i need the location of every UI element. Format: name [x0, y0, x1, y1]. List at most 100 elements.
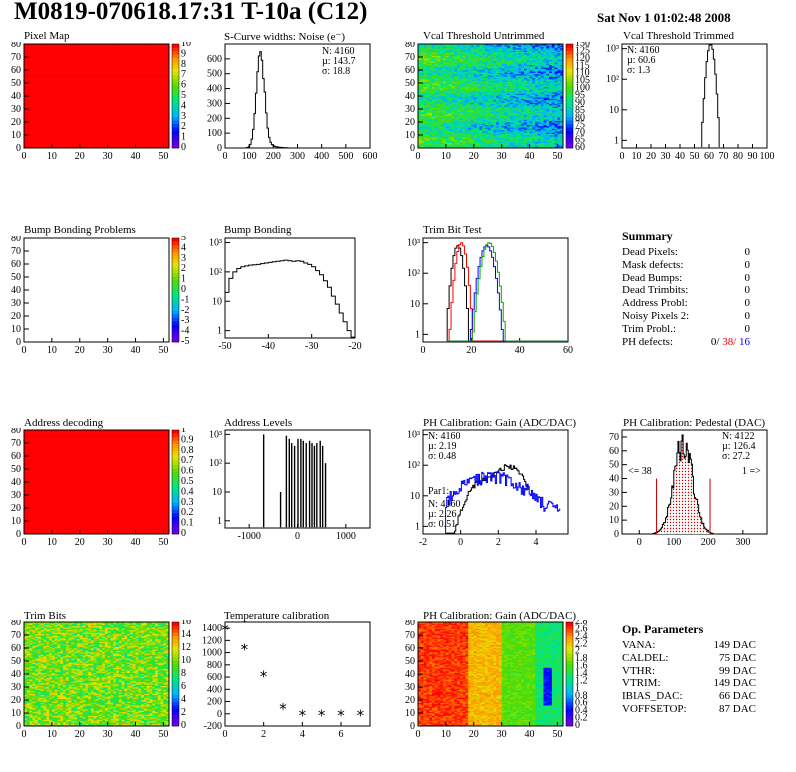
heatmap-cell — [143, 127, 147, 129]
heatmap-cell — [418, 145, 422, 147]
heatmap-cell — [29, 138, 33, 141]
heatmap-cell — [49, 102, 53, 105]
heatmap-cell — [88, 58, 92, 60]
heatmap-cell — [549, 146, 553, 149]
heatmap-cell — [420, 133, 424, 136]
heatmap-cell — [440, 132, 444, 134]
x-tick-label: 40 — [131, 151, 141, 162]
heatmap-cell — [63, 101, 67, 103]
heatmap-cell — [82, 81, 86, 84]
heatmap-cell — [163, 145, 167, 147]
heatmap-cell — [90, 89, 95, 92]
heatmap-cell — [529, 141, 533, 144]
heatmap-cell — [121, 131, 125, 133]
heatmap-cell — [57, 75, 61, 77]
heatmap-cell — [102, 75, 106, 77]
heatmap-cell — [155, 127, 159, 129]
heatmap-cell — [149, 101, 153, 103]
heatmap-cell — [121, 146, 125, 149]
heatmap-cell — [138, 67, 142, 69]
heatmap-cell — [76, 55, 81, 58]
heatmap-cell — [82, 64, 86, 67]
heatmap-cell — [76, 44, 81, 46]
heatmap-cell — [63, 115, 67, 118]
heatmap-cell — [46, 47, 50, 50]
heatmap-cell — [68, 133, 72, 136]
heatmap-cell — [543, 137, 547, 140]
heatmap-cell — [143, 124, 147, 127]
heatmap-cell — [65, 138, 69, 141]
heatmap-cell — [118, 73, 122, 76]
heatmap-cell — [68, 59, 72, 62]
heatmap-cell — [146, 142, 150, 145]
heatmap-cell — [99, 93, 103, 95]
heatmap-cell — [160, 72, 164, 75]
heatmap-cell — [113, 119, 117, 121]
heatmap-cell — [504, 140, 508, 142]
heatmap-cell — [88, 89, 92, 92]
heatmap-cell — [79, 138, 83, 141]
heatmap-cell — [157, 57, 161, 59]
heatmap-cell — [24, 106, 28, 108]
heatmap-cell — [32, 115, 36, 118]
heatmap-cell — [512, 129, 516, 132]
heatmap-cell — [54, 84, 58, 86]
heatmap-cell — [160, 49, 164, 51]
heatmap-cell — [507, 138, 511, 141]
heatmap-cell — [537, 132, 541, 134]
heatmap-cell — [60, 90, 64, 93]
heatmap-cell — [135, 103, 139, 106]
heatmap-cell — [51, 99, 55, 102]
heatmap-cell — [118, 111, 122, 114]
heatmap-cell — [76, 135, 81, 137]
heatmap-cell — [521, 132, 525, 134]
heatmap-cell — [102, 83, 106, 85]
heatmap-cell — [132, 58, 136, 60]
heatmap-cell — [49, 71, 53, 73]
heatmap-cell — [116, 119, 120, 121]
heatmap-cell — [518, 136, 522, 138]
heatmap-cell — [54, 90, 58, 93]
heatmap-cell — [49, 63, 53, 66]
heatmap-cell — [96, 123, 100, 125]
heatmap-cell — [49, 142, 53, 145]
heatmap-cell — [160, 124, 164, 127]
heatmap-cell — [104, 136, 108, 138]
heatmap-cell — [110, 110, 114, 112]
heatmap-cell — [135, 72, 139, 75]
heatmap-cell — [116, 77, 120, 80]
heatmap-cell — [163, 63, 167, 66]
heatmap-cell — [155, 142, 159, 145]
heatmap-cell — [532, 133, 536, 136]
heatmap-cell — [163, 114, 167, 116]
heatmap-cell — [163, 77, 167, 80]
heatmap-cell — [113, 111, 117, 114]
heatmap-cell — [127, 114, 131, 116]
heatmap-cell — [129, 59, 134, 62]
heatmap-cell — [35, 45, 39, 47]
heatmap-cell — [138, 145, 142, 147]
heatmap-cell — [440, 136, 444, 138]
heatmap-cell — [473, 146, 477, 149]
heatmap-cell — [43, 50, 47, 53]
heatmap-cell — [124, 86, 128, 89]
heatmap-cell — [49, 76, 53, 79]
heatmap-cell — [116, 120, 120, 123]
heatmap-cell — [104, 123, 108, 125]
heatmap-cell — [138, 132, 142, 134]
heatmap-cell — [29, 46, 33, 49]
heatmap-cell — [445, 131, 449, 133]
heatmap-cell — [82, 89, 86, 92]
heatmap-cell — [68, 140, 72, 142]
heatmap-cell — [426, 138, 430, 141]
heatmap-cell — [557, 142, 561, 145]
heatmap-cell — [149, 58, 153, 60]
heatmap-cell — [124, 71, 128, 73]
heatmap-cell — [46, 70, 50, 72]
heatmap-cell — [104, 73, 108, 76]
heatmap-cell — [146, 46, 150, 49]
heatmap-cell — [60, 129, 64, 132]
heatmap-cell — [79, 46, 83, 49]
heatmap-cell — [149, 131, 153, 133]
heatmap-cell — [166, 127, 170, 129]
